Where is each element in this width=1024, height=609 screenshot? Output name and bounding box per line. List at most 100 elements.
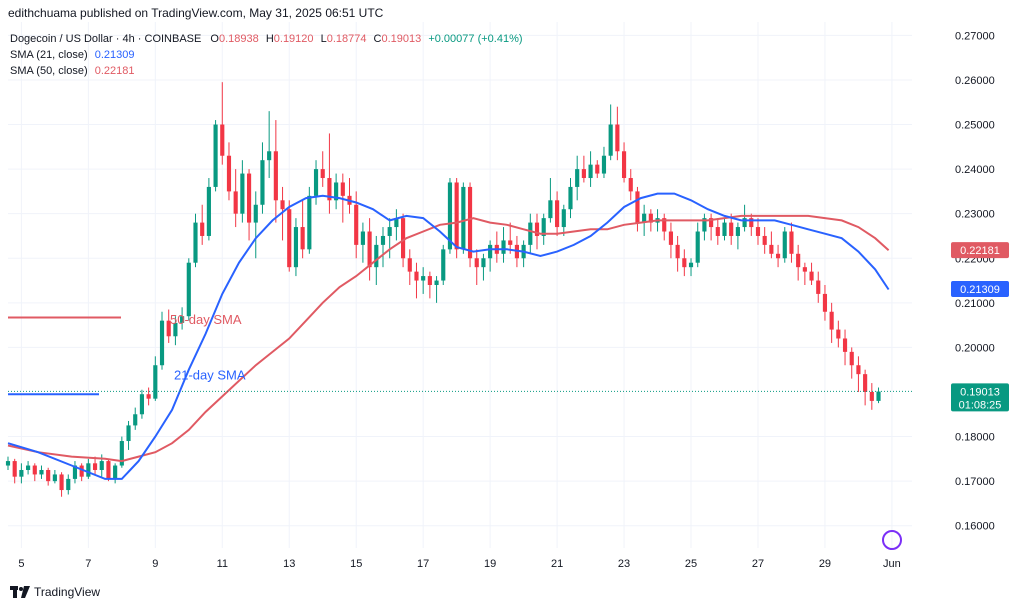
y-tick-label: 0.26000 [955, 75, 995, 87]
candle-up [702, 218, 707, 232]
candle-up [99, 461, 104, 470]
x-tick-label: 11 [217, 558, 228, 570]
candle-up [387, 227, 392, 236]
candle-up [688, 262, 694, 268]
candle-down [682, 258, 687, 268]
candle-down [836, 329, 841, 339]
legend-open: 0.18938 [218, 33, 259, 45]
candle-down [32, 465, 37, 475]
candle-up [139, 394, 145, 415]
candle-down [367, 231, 372, 268]
x-tick-label: 23 [618, 558, 630, 570]
candle-up [113, 465, 118, 479]
candle-up [126, 425, 131, 442]
candle-down [427, 276, 432, 285]
candle-up [153, 365, 158, 399]
candle-down [59, 474, 64, 491]
candle-down [755, 227, 761, 236]
candle-down [273, 151, 278, 201]
candle-down [628, 178, 633, 192]
candle-down [762, 235, 767, 245]
tradingview-logo-icon [10, 586, 30, 598]
legend-low: 0.18774 [326, 33, 367, 45]
annotation-sma21-label: 21-day SMA [174, 368, 246, 383]
price-tag-last-bg [951, 383, 1009, 412]
candle-down [46, 469, 51, 482]
candle-down [454, 182, 459, 250]
candle-down [233, 191, 238, 214]
y-tick-label: 0.16000 [955, 521, 995, 533]
candle-down [856, 365, 861, 375]
candle-down [816, 280, 821, 294]
candle-up [782, 231, 787, 259]
candle-up [26, 465, 31, 470]
candle-down [414, 271, 419, 281]
y-tick-label: 0.20000 [955, 342, 995, 354]
legend-low-label: L [320, 33, 327, 45]
candle-down [340, 182, 345, 196]
candle-down [802, 267, 807, 272]
candle-down [12, 461, 17, 477]
candle-down [615, 124, 620, 152]
x-tick-label: 17 [417, 558, 429, 570]
x-tick-label: 19 [484, 558, 496, 570]
candle-down [775, 253, 781, 259]
legend-sma21-label: SMA (21, close) [10, 49, 88, 61]
candle-down [300, 227, 305, 250]
candle-up [173, 322, 178, 337]
candle-down [280, 200, 285, 210]
tv-assistant-icon[interactable] [882, 530, 902, 550]
candle-down [79, 465, 84, 477]
candle-down [829, 311, 834, 330]
candle-up [588, 164, 593, 179]
candle-down [226, 155, 232, 192]
candle-down [668, 231, 674, 245]
annotation-sma50-label: 50-day SMA [170, 312, 242, 327]
candle-down [648, 213, 653, 223]
x-tick-label: 5 [18, 558, 24, 570]
candle-up [501, 240, 506, 254]
candle-up [307, 195, 312, 250]
y-tick-label: 0.27000 [955, 30, 995, 42]
candle-up [601, 155, 607, 174]
candle-up [481, 258, 486, 268]
candle-down [789, 231, 794, 254]
legend-high-label: H [265, 33, 274, 45]
price-tag-last: 0.19013 [960, 386, 1000, 398]
candle-down [849, 351, 854, 366]
candle-up [735, 227, 740, 236]
candle-down [635, 191, 640, 223]
candle-up [39, 469, 44, 475]
candle-down [287, 209, 292, 268]
candle-up [159, 320, 165, 366]
candle-up [260, 160, 265, 205]
candle-up [548, 200, 553, 219]
sma50-line [7, 214, 890, 463]
candle-down [863, 374, 868, 392]
candle-up [434, 280, 439, 285]
candle-down [581, 169, 586, 179]
candle-up [461, 186, 466, 250]
candle-up [360, 231, 365, 245]
candle-up [608, 124, 613, 156]
candle-down [327, 178, 332, 201]
y-tick-label: 0.21000 [955, 298, 995, 310]
candle-down [842, 338, 848, 352]
tradingview-brand[interactable]: TradingView [10, 585, 100, 599]
x-tick-label: 13 [283, 558, 295, 570]
candle-down [769, 244, 774, 254]
candle-down [92, 463, 98, 470]
candle-down [407, 258, 412, 272]
candle-up [642, 213, 647, 223]
candle-up [441, 249, 446, 281]
candle-down [796, 253, 801, 268]
candle-down [106, 461, 111, 479]
candle-down [246, 173, 252, 223]
legend-symbol[interactable]: Dogecoin / US Dollar · 4h · COINBASE [10, 33, 202, 45]
y-tick-label: 0.24000 [955, 164, 995, 176]
legend-sma50-row[interactable]: SMA (50, close) 0.22181 [10, 63, 523, 79]
y-tick-label: 0.23000 [955, 209, 995, 221]
legend-sma21-row[interactable]: SMA (21, close) 0.21309 [10, 47, 523, 63]
candle-up [575, 169, 580, 187]
